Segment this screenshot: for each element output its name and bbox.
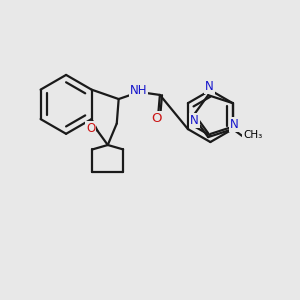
Text: N: N xyxy=(205,80,214,93)
Text: NH: NH xyxy=(130,84,147,97)
Text: O: O xyxy=(152,112,162,125)
Text: N: N xyxy=(230,118,238,131)
Text: O: O xyxy=(86,122,95,135)
Text: N: N xyxy=(190,114,199,127)
Text: CH₃: CH₃ xyxy=(243,130,262,140)
